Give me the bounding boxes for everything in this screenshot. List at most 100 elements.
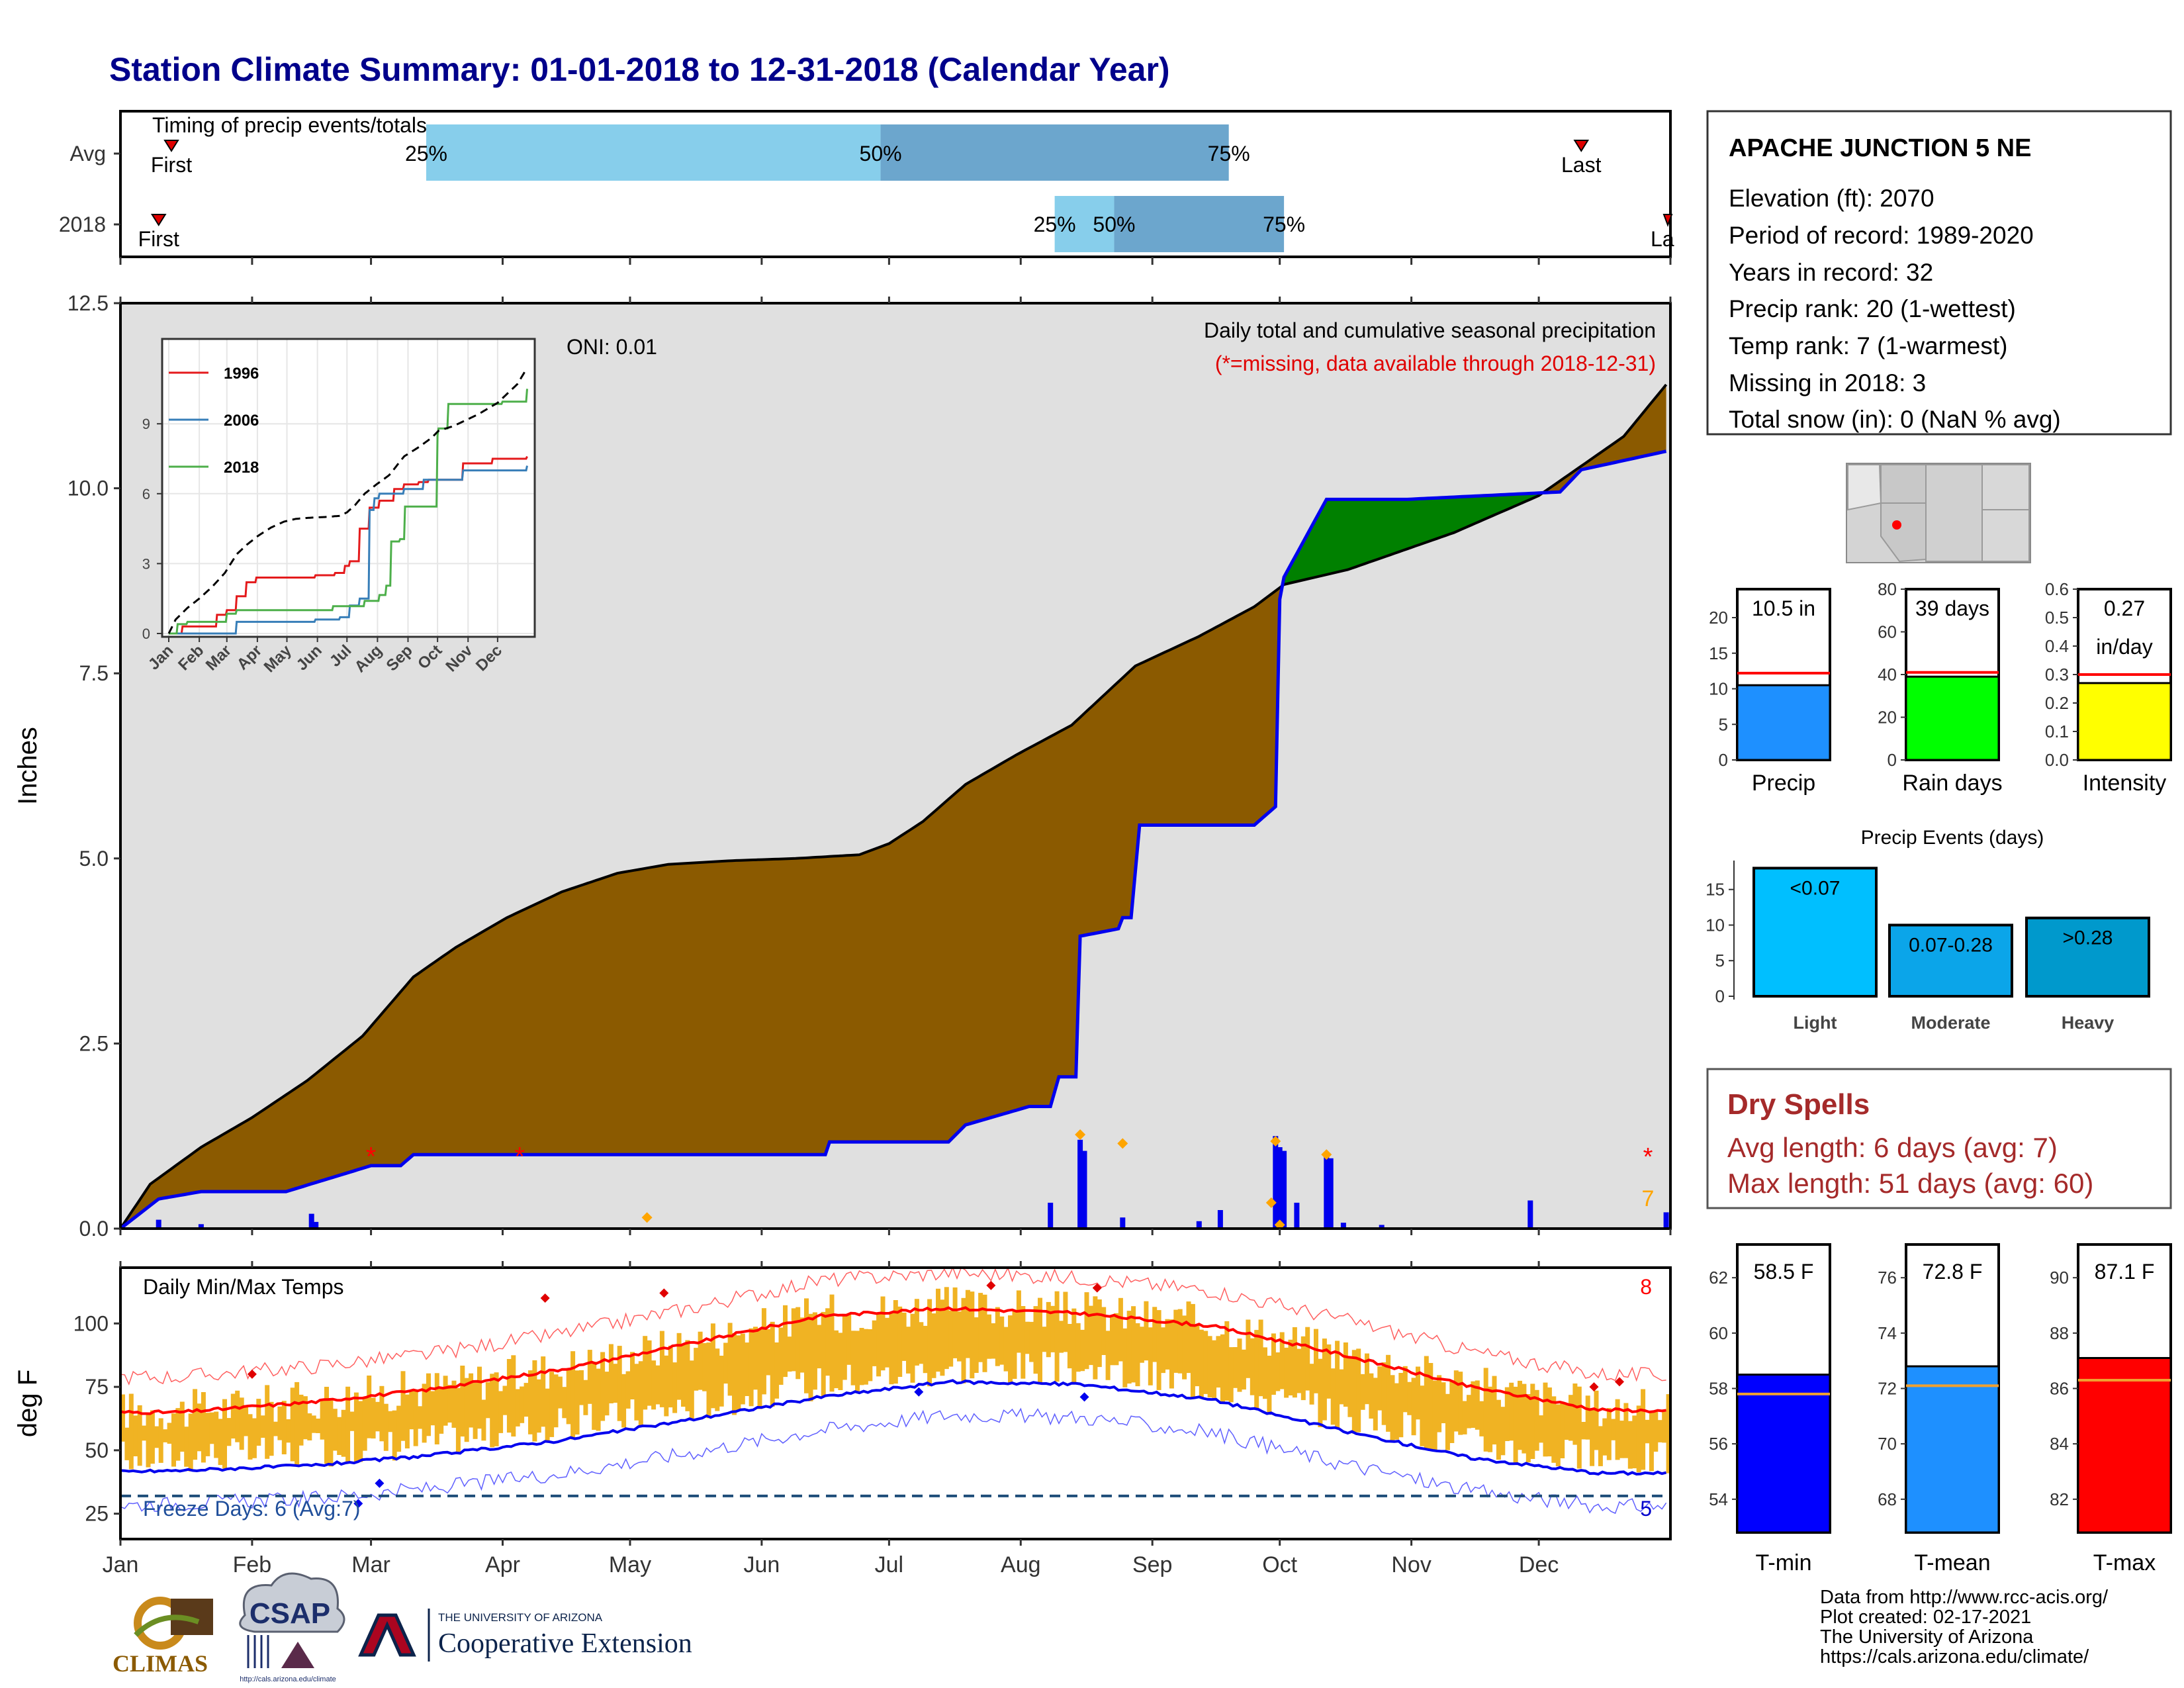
daily-temp-range-bar xyxy=(604,1372,610,1416)
summary-bar xyxy=(2077,682,2172,761)
daily-precip-bar xyxy=(1196,1221,1202,1229)
daily-temp-range-bar xyxy=(719,1356,724,1407)
daily-temp-range-bar xyxy=(1530,1383,1535,1459)
daily-temp-range-bar xyxy=(1347,1357,1353,1417)
daily-temp-range-bar xyxy=(1351,1350,1357,1434)
daily-temp-range-bar xyxy=(536,1379,541,1433)
daily-temp-range-bar xyxy=(286,1419,291,1443)
month-label: Aug xyxy=(1001,1552,1041,1577)
daily-temp-range-bar xyxy=(659,1331,664,1407)
timing-ticks xyxy=(114,152,1672,265)
summary-bar-label: Precip xyxy=(1752,771,1815,796)
daily-temp-range-bar xyxy=(863,1329,868,1385)
daily-precip-bar xyxy=(313,1221,319,1229)
daily-temp-range-bar xyxy=(655,1365,660,1405)
daily-temp-range-bar xyxy=(528,1370,533,1434)
precip-event-bar xyxy=(1888,923,2013,998)
temp-summary-value: 87.1 F xyxy=(2095,1260,2155,1284)
normal-cumulative-line xyxy=(119,383,1668,1230)
daily-temp-range-bar xyxy=(621,1374,627,1428)
daily-temp-range-bar xyxy=(239,1397,244,1450)
month-label: Jan xyxy=(103,1552,139,1577)
daily-temp-range-bar xyxy=(124,1427,130,1460)
daily-temp-range-bar xyxy=(1467,1395,1471,1429)
timing-bar-late xyxy=(1114,196,1285,252)
daily-temp-range-bar xyxy=(1611,1419,1616,1440)
temp-summary-y-tick-label: 82 xyxy=(2050,1489,2069,1509)
daily-temp-range-bar xyxy=(936,1288,940,1372)
daily-temp-range-bar xyxy=(404,1394,410,1449)
daily-temp-range-bar xyxy=(1135,1323,1140,1387)
daily-temp-range-bar xyxy=(1594,1390,1599,1450)
summary-bar-unit: in/day xyxy=(2096,635,2152,659)
daily-temp-range-bar xyxy=(1326,1344,1332,1399)
daily-temp-range-bar xyxy=(1381,1362,1387,1425)
summary-y-tick-label: 40 xyxy=(1878,665,1897,684)
daily-temp-range-bar xyxy=(167,1423,172,1444)
daily-temp-range-bar xyxy=(422,1383,427,1443)
daily-temp-range-bar xyxy=(1067,1324,1072,1369)
daily-temp-range-bar xyxy=(723,1342,729,1384)
daily-temp-range-bar xyxy=(188,1413,193,1472)
daily-precip-bar xyxy=(198,1224,204,1229)
timing-bar-early xyxy=(1054,196,1115,252)
daily-temp-range-bar xyxy=(1105,1331,1111,1380)
daily-temp-range-bar xyxy=(443,1376,448,1426)
daily-temp-range-bar xyxy=(592,1362,597,1430)
inset-y-tick-label: 3 xyxy=(142,555,150,572)
daily-precip-bar xyxy=(308,1213,314,1229)
temp-summary-bars: 54 56 58 60 62 58.5 F T-min 68 70 72 74 76 72.8 F T-m… xyxy=(1709,1243,2172,1575)
daily-temp-range-bar xyxy=(1416,1366,1420,1420)
summary-y-tick-label: 15 xyxy=(1709,643,1728,663)
daily-temp-range-bar xyxy=(320,1399,325,1440)
daily-temp-range-bar xyxy=(1054,1291,1060,1382)
daily-temp-range-bar xyxy=(859,1328,864,1385)
daily-temp-range-bar xyxy=(179,1401,185,1452)
avg-min-line xyxy=(120,1379,1667,1476)
daily-temp-range-bar xyxy=(371,1397,376,1439)
daily-temp-range-bar xyxy=(689,1360,694,1419)
daily-temp-range-bar xyxy=(931,1313,936,1378)
station-line: Elevation (ft): 2070 xyxy=(1729,185,1934,212)
station-name: APACHE JUNCTION 5 NE xyxy=(1729,134,2031,162)
timing-p25-label: 25% xyxy=(1034,212,1076,236)
daily-precip-bar xyxy=(1048,1202,1054,1229)
daily-temp-range-bar xyxy=(787,1336,792,1372)
daily-temp-range-bar xyxy=(1437,1375,1442,1432)
daily-temp-range-bar xyxy=(1462,1401,1467,1434)
daily-temp-range-bar xyxy=(154,1426,159,1448)
daily-temp-range-bar xyxy=(638,1361,643,1427)
daily-temp-range-bar xyxy=(1190,1303,1195,1397)
daily-temp-range-bar xyxy=(812,1312,817,1390)
summary-y-tick-label: 10 xyxy=(1709,679,1728,699)
daily-temp-range-bar xyxy=(1101,1307,1107,1355)
daily-temp-range-bar xyxy=(477,1366,482,1429)
missing-asterisk: * xyxy=(366,1142,377,1171)
daily-temp-range-bar xyxy=(838,1333,843,1390)
daily-temp-range-bar xyxy=(617,1346,622,1421)
daily-temp-range-bar xyxy=(804,1298,809,1393)
dry-spells: Dry Spells Avg length: 6 days (avg: 7) M… xyxy=(1706,1068,2172,1209)
summary-y-tick-label: 0.0 xyxy=(2045,750,2069,770)
station-location-dot xyxy=(1892,520,1901,530)
precip-frame xyxy=(119,302,1672,1230)
timing-p50-label: 50% xyxy=(1093,212,1135,236)
inset-legend-label: 1996 xyxy=(224,365,259,383)
daily-precip-bar xyxy=(1324,1154,1330,1229)
daily-temp-range-bar xyxy=(694,1348,699,1391)
first-event-label: First xyxy=(151,153,192,177)
timing-row-2018: 2018 xyxy=(59,212,106,236)
daily-temp-range-bar xyxy=(927,1299,933,1387)
temp-summary-y-tick-label: 58 xyxy=(1709,1379,1728,1399)
summary-y-tick-label: 20 xyxy=(1878,708,1897,727)
daily-temp-range-bar xyxy=(1518,1380,1522,1450)
station-line: Missing in 2018: 3 xyxy=(1729,369,1926,397)
csap-logo-text: CSAP xyxy=(250,1597,330,1630)
month-label: Jun xyxy=(743,1552,780,1577)
daily-temp-range-bar xyxy=(541,1356,546,1427)
precip-events-y-tick-label: 0 xyxy=(1715,986,1725,1006)
timing-p75-label: 75% xyxy=(1208,142,1250,165)
timing-bar-early xyxy=(426,124,881,181)
precip-event-value: 0.07-0.28 xyxy=(1909,934,1993,956)
daily-temp-range-bar xyxy=(1318,1358,1323,1427)
